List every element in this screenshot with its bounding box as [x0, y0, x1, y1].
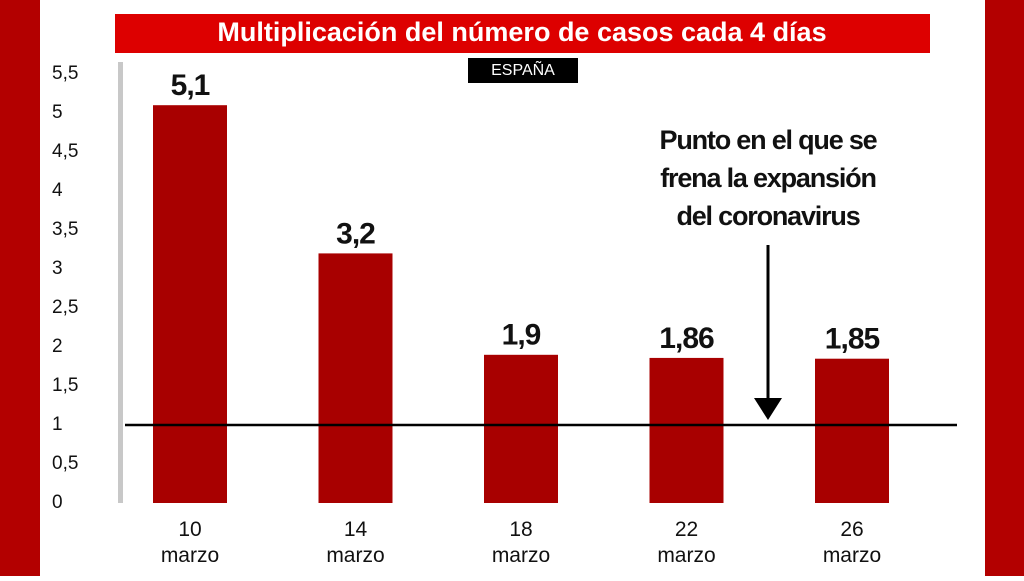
- value-label: 1,9: [502, 319, 541, 352]
- y-tick-label: 1,5: [52, 375, 78, 396]
- y-tick-label: 3,5: [52, 219, 78, 240]
- bar: [484, 354, 558, 503]
- x-tick-label-line: marzo: [657, 544, 715, 567]
- y-tick-label: 3: [52, 258, 63, 279]
- value-label: 1,86: [659, 322, 714, 355]
- x-tick-label-line: 14: [344, 518, 368, 541]
- x-tick-label-line: 26: [840, 518, 863, 541]
- x-tick-label: 26 marzo: [823, 518, 881, 567]
- subtitle: ESPAÑA: [491, 59, 555, 79]
- annotation: del coronavirus: [676, 201, 859, 231]
- y-tick-label: 1: [52, 414, 63, 435]
- x-tick-label-line: marzo: [161, 544, 219, 567]
- value-label: 5,1: [171, 69, 210, 102]
- chart-title: Multiplicación del número de casos cada …: [217, 17, 826, 47]
- title-banner: [115, 14, 930, 53]
- annotation: Punto en el que se: [660, 125, 878, 155]
- y-tick-label: 0,5: [52, 453, 78, 474]
- y-tick-label: 2,5: [52, 297, 78, 318]
- value-label: 3,2: [336, 217, 375, 250]
- bar: [815, 358, 889, 503]
- y-tick-label: 4,5: [52, 141, 78, 162]
- value-label: 1,85: [825, 323, 880, 356]
- x-tick-label: 22 marzo: [657, 518, 715, 567]
- right-border: [985, 0, 1024, 576]
- subtitle-box: [468, 58, 578, 83]
- x-tick-label-line: marzo: [326, 544, 384, 567]
- y-tick-label: 0: [52, 492, 63, 513]
- y-tick-label: 2: [52, 336, 63, 357]
- y-tick-label: 5: [52, 102, 63, 123]
- annotation: frena la expansión: [660, 163, 875, 193]
- bar: [649, 357, 724, 503]
- bar: [318, 253, 393, 503]
- x-tick-label-line: marzo: [823, 544, 881, 567]
- bar: [153, 105, 227, 503]
- y-tick-label: 5,5: [52, 63, 78, 84]
- annotation-arrowhead: [754, 398, 782, 420]
- x-tick-label: 18 marzo: [492, 518, 550, 567]
- x-tick-label-line: marzo: [492, 544, 550, 567]
- x-tick-label: 10 marzo: [161, 518, 219, 567]
- x-tick-label: 14 marzo: [326, 518, 384, 567]
- y-axis: [118, 62, 123, 503]
- left-border: [0, 0, 40, 576]
- x-tick-label-line: 22: [675, 518, 698, 541]
- y-tick-label: 4: [52, 180, 63, 201]
- x-tick-label-line: 10: [178, 518, 201, 541]
- x-tick-label-line: 18: [509, 518, 532, 541]
